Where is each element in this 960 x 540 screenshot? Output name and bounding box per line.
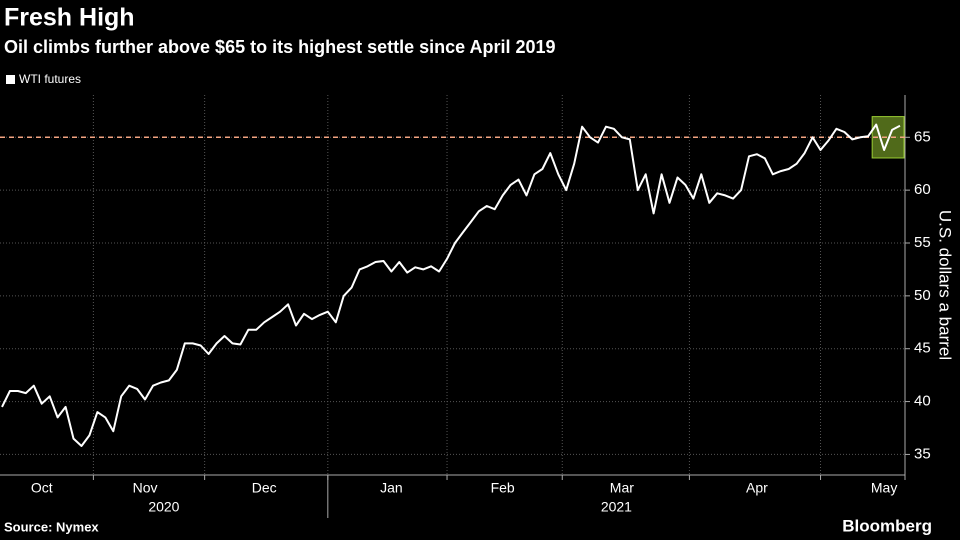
y-tick-label: 55 xyxy=(914,234,931,251)
x-tick-label: Mar xyxy=(610,480,634,496)
brand: Bloomberg xyxy=(842,516,932,535)
y-tick-label: 50 xyxy=(914,287,931,304)
y-axis-label: U.S. dollars a barrel xyxy=(936,210,955,360)
x-tick-label: Dec xyxy=(252,480,277,496)
x-tick-label: Apr xyxy=(746,480,768,496)
source: Source: Nymex xyxy=(4,519,99,534)
x-tick-label: Nov xyxy=(133,480,158,496)
y-tick-label: 45 xyxy=(914,340,931,357)
legend-label: WTI futures xyxy=(19,72,81,86)
chart-title: Fresh High xyxy=(4,4,135,32)
year-label: 2020 xyxy=(148,499,179,515)
y-tick-label: 40 xyxy=(914,393,931,410)
y-tick-label: 60 xyxy=(914,181,931,198)
x-tick-label: Jan xyxy=(380,480,403,496)
x-tick-label: Feb xyxy=(491,480,515,496)
y-tick-label: 65 xyxy=(914,128,931,145)
y-tick-label: 35 xyxy=(914,445,931,462)
legend-swatch xyxy=(6,75,15,84)
series-line xyxy=(1,123,901,447)
x-tick-label: May xyxy=(871,480,897,496)
x-tick-label: Oct xyxy=(31,480,53,496)
chart-subtitle: Oil climbs further above $65 to its high… xyxy=(4,37,556,57)
year-label: 2021 xyxy=(601,499,632,515)
